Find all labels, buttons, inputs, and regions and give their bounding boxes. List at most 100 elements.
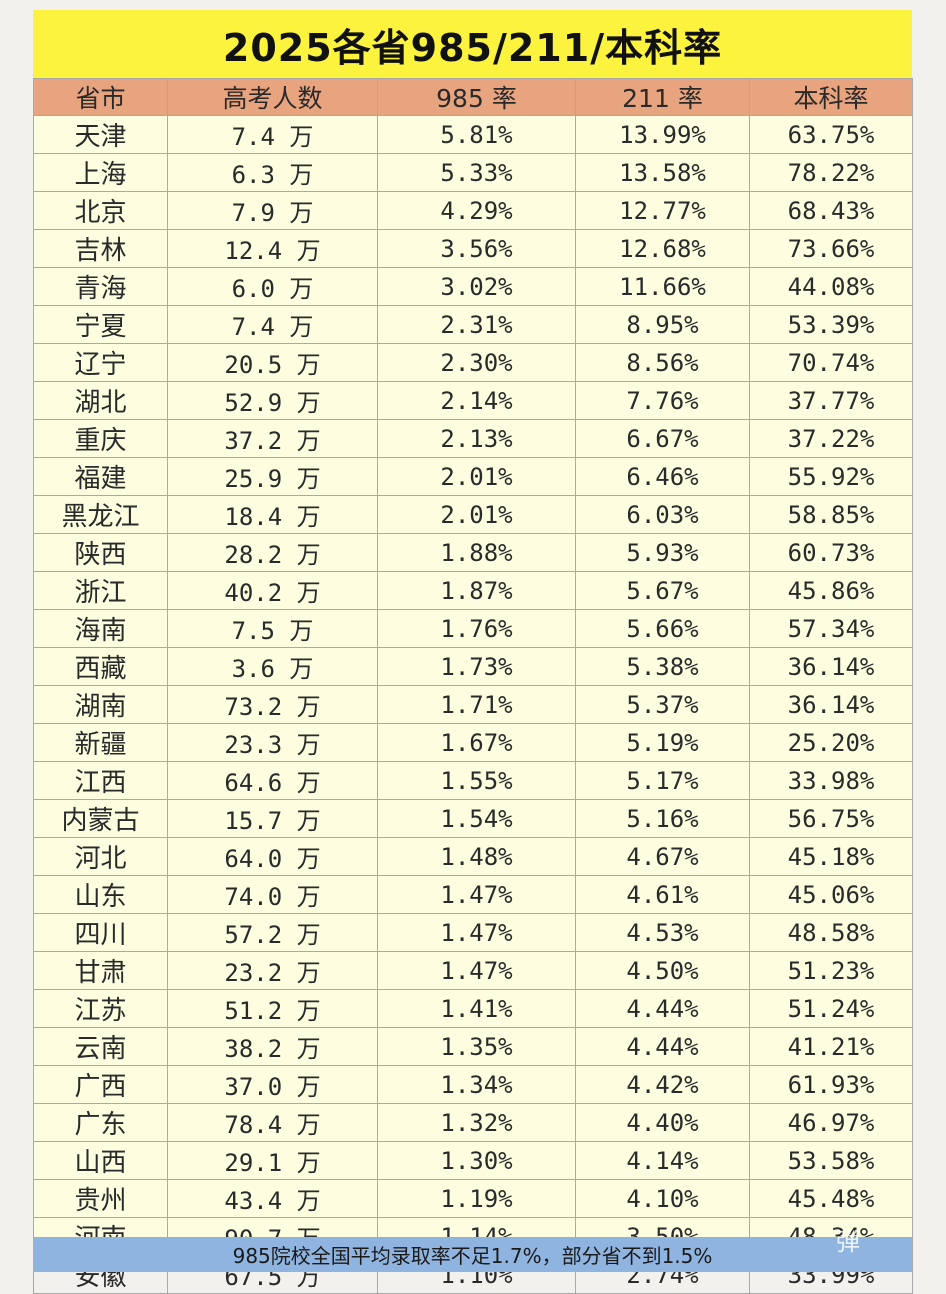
undergrad-rate-cell: 53.39% (749, 305, 913, 344)
examinees-cell: 43.4 万 (167, 1179, 378, 1218)
undergrad-rate-cell: 63.75% (749, 115, 913, 154)
undergrad-rate-cell: 36.14% (749, 647, 913, 686)
examinees-cell: 3.6 万 (167, 647, 378, 686)
province-cell: 浙江 (33, 571, 168, 610)
undergrad-rate-cell: 45.06% (749, 875, 913, 914)
province-cell: 江苏 (33, 989, 168, 1028)
undergrad-rate-cell: 60.73% (749, 533, 913, 572)
table-row: 宁夏 7.4 万 2.31% 8.95% 53.39% (33, 305, 913, 344)
province-cell: 内蒙古 (33, 799, 168, 838)
province-cell: 甘肃 (33, 951, 168, 990)
province-cell: 湖北 (33, 381, 168, 420)
undergrad-rate-cell: 78.22% (749, 153, 913, 192)
examinees-cell: 7.4 万 (167, 305, 378, 344)
table-row: 天津 7.4 万 5.81% 13.99% 63.75% (33, 115, 913, 154)
table-row: 江西 64.6 万 1.55% 5.17% 33.98% (33, 761, 913, 800)
undergrad-rate-cell: 70.74% (749, 343, 913, 382)
table-row: 福建 25.9 万 2.01% 6.46% 55.92% (33, 457, 913, 496)
col-header-examinees: 高考人数 (167, 78, 378, 116)
province-cell: 山东 (33, 875, 168, 914)
rate-985-cell: 1.88% (377, 533, 576, 572)
rate-985-cell: 1.67% (377, 723, 576, 762)
examinees-cell: 23.3 万 (167, 723, 378, 762)
province-cell: 辽宁 (33, 343, 168, 382)
rate-211-cell: 6.67% (575, 419, 750, 458)
undergrad-rate-cell: 25.20% (749, 723, 913, 762)
province-cell: 江西 (33, 761, 168, 800)
province-cell: 北京 (33, 191, 168, 230)
rate-211-cell: 5.17% (575, 761, 750, 800)
table-row: 重庆 37.2 万 2.13% 6.67% 37.22% (33, 419, 913, 458)
undergrad-rate-cell: 51.23% (749, 951, 913, 990)
rate-211-cell: 4.44% (575, 1027, 750, 1066)
undergrad-rate-cell: 41.21% (749, 1027, 913, 1066)
undergrad-rate-cell: 61.93% (749, 1065, 913, 1104)
province-cell: 福建 (33, 457, 168, 496)
rate-985-cell: 1.54% (377, 799, 576, 838)
undergrad-rate-cell: 55.92% (749, 457, 913, 496)
table-row: 山东 74.0 万 1.47% 4.61% 45.06% (33, 875, 913, 914)
rate-211-cell: 4.67% (575, 837, 750, 876)
rate-211-cell: 4.50% (575, 951, 750, 990)
rate-211-cell: 12.77% (575, 191, 750, 230)
undergrad-rate-cell: 51.24% (749, 989, 913, 1028)
rate-211-cell: 11.66% (575, 267, 750, 306)
examinees-cell: 38.2 万 (167, 1027, 378, 1066)
rate-985-cell: 3.56% (377, 229, 576, 268)
col-header-province: 省市 (33, 78, 168, 116)
examinees-cell: 6.0 万 (167, 267, 378, 306)
admission-rate-table: 省市 高考人数 985 率 211 率 本科率 天津 7.4 万 5.81% 13.9… (33, 78, 913, 1294)
rate-211-cell: 5.16% (575, 799, 750, 838)
province-cell: 广东 (33, 1103, 168, 1142)
province-cell: 重庆 (33, 419, 168, 458)
undergrad-rate-cell: 73.66% (749, 229, 913, 268)
rate-985-cell: 2.01% (377, 495, 576, 534)
table-row: 广西 37.0 万 1.34% 4.42% 61.93% (33, 1065, 913, 1104)
examinees-cell: 64.0 万 (167, 837, 378, 876)
table-row: 吉林 12.4 万 3.56% 12.68% 73.66% (33, 229, 913, 268)
undergrad-rate-cell: 45.48% (749, 1179, 913, 1218)
examinees-cell: 37.0 万 (167, 1065, 378, 1104)
examinees-cell: 25.9 万 (167, 457, 378, 496)
rate-985-cell: 5.33% (377, 153, 576, 192)
rate-211-cell: 4.14% (575, 1141, 750, 1180)
undergrad-rate-cell: 33.98% (749, 761, 913, 800)
undergrad-rate-cell: 44.08% (749, 267, 913, 306)
rate-211-cell: 8.56% (575, 343, 750, 382)
rate-985-cell: 1.35% (377, 1027, 576, 1066)
table-row: 辽宁 20.5 万 2.30% 8.56% 70.74% (33, 343, 913, 382)
rate-985-cell: 1.47% (377, 875, 576, 914)
rate-985-cell: 1.47% (377, 913, 576, 952)
rate-985-cell: 1.41% (377, 989, 576, 1028)
rate-211-cell: 4.10% (575, 1179, 750, 1218)
rate-985-cell: 1.76% (377, 609, 576, 648)
rate-211-cell: 4.40% (575, 1103, 750, 1142)
table-row: 青海 6.0 万 3.02% 11.66% 44.08% (33, 267, 913, 306)
examinees-cell: 7.9 万 (167, 191, 378, 230)
rate-211-cell: 5.67% (575, 571, 750, 610)
rate-211-cell: 4.42% (575, 1065, 750, 1104)
rate-985-cell: 1.48% (377, 837, 576, 876)
rate-985-cell: 1.47% (377, 951, 576, 990)
rate-985-cell: 5.81% (377, 115, 576, 154)
rate-211-cell: 5.66% (575, 609, 750, 648)
undergrad-rate-cell: 37.22% (749, 419, 913, 458)
table-row: 内蒙古 15.7 万 1.54% 5.16% 56.75% (33, 799, 913, 838)
undergrad-rate-cell: 56.75% (749, 799, 913, 838)
table-row: 山西 29.1 万 1.30% 4.14% 53.58% (33, 1141, 913, 1180)
province-cell: 海南 (33, 609, 168, 648)
examinees-cell: 7.5 万 (167, 609, 378, 648)
watermark-logo: 弹 (836, 1228, 860, 1256)
rate-211-cell: 13.58% (575, 153, 750, 192)
rate-211-cell: 12.68% (575, 229, 750, 268)
province-cell: 山西 (33, 1141, 168, 1180)
table-row: 黑龙江 18.4 万 2.01% 6.03% 58.85% (33, 495, 913, 534)
examinees-cell: 23.2 万 (167, 951, 378, 990)
examinees-cell: 15.7 万 (167, 799, 378, 838)
rate-211-cell: 5.19% (575, 723, 750, 762)
table-row: 新疆 23.3 万 1.67% 5.19% 25.20% (33, 723, 913, 762)
rate-985-cell: 3.02% (377, 267, 576, 306)
table-row: 四川 57.2 万 1.47% 4.53% 48.58% (33, 913, 913, 952)
examinees-cell: 57.2 万 (167, 913, 378, 952)
rate-211-cell: 4.44% (575, 989, 750, 1028)
